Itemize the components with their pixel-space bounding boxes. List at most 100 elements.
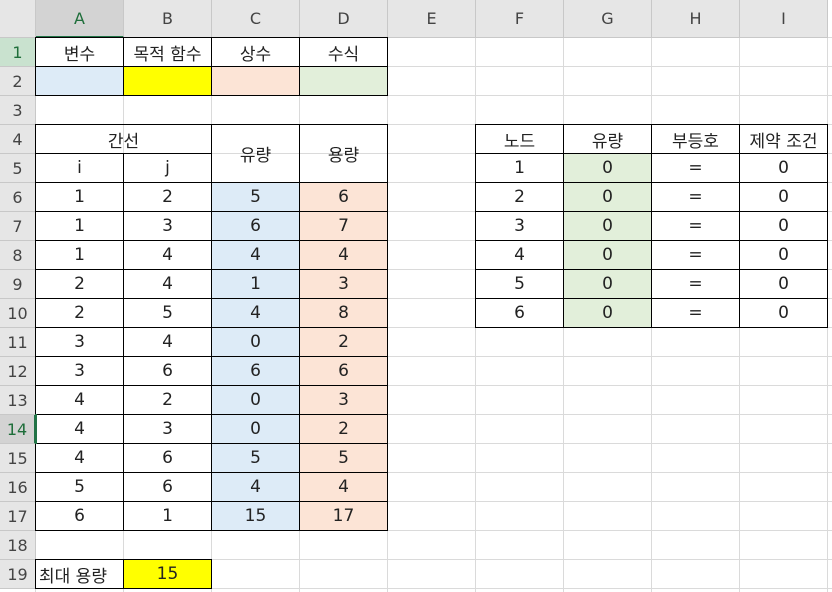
row-header-11[interactable]: 11	[0, 328, 36, 357]
edge-j-cell[interactable]: 3	[123, 414, 212, 444]
row-header-18[interactable]: 18	[0, 531, 36, 560]
edge-i-cell[interactable]: 4	[35, 385, 124, 415]
edge-flow-cell[interactable]: 1	[211, 269, 300, 299]
edge-flow-cell[interactable]: 5	[211, 182, 300, 212]
row-header-17[interactable]: 17	[0, 502, 36, 531]
node-cell[interactable]: 2	[475, 182, 564, 212]
constant-header[interactable]: 상수	[211, 37, 300, 67]
row-header-2[interactable]: 2	[0, 67, 36, 96]
row-header-10[interactable]: 10	[0, 299, 36, 328]
constraint-cell[interactable]: 0	[739, 269, 828, 299]
select-all-corner[interactable]	[0, 0, 36, 38]
node-cell[interactable]: 6	[475, 298, 564, 328]
edge-i-cell[interactable]: 3	[35, 327, 124, 357]
edge-capacity-cell[interactable]: 4	[299, 240, 388, 270]
inequality-cell[interactable]: =	[651, 182, 740, 212]
row-header-4[interactable]: 4	[0, 125, 36, 154]
node-cell[interactable]: 1	[475, 153, 564, 183]
objective-cell[interactable]	[123, 66, 212, 96]
edge-j-cell[interactable]: 6	[123, 356, 212, 386]
row-header-3[interactable]: 3	[0, 96, 36, 125]
node-cell[interactable]: 3	[475, 211, 564, 241]
edge-i-cell[interactable]: 1	[35, 211, 124, 241]
edge-i-cell[interactable]: 1	[35, 240, 124, 270]
max-capacity-label[interactable]: 최대 용량	[35, 559, 124, 589]
row-header-16[interactable]: 16	[0, 473, 36, 502]
edge-title[interactable]: 간선	[35, 124, 212, 154]
edge-capacity-cell[interactable]: 4	[299, 472, 388, 502]
edge-i-cell[interactable]: 4	[35, 414, 124, 444]
node-flow-header[interactable]: 유량	[563, 124, 652, 154]
node-flow-cell[interactable]: 0	[563, 298, 652, 328]
edge-capacity-cell[interactable]: 6	[299, 356, 388, 386]
row-header-14[interactable]: 14	[0, 415, 36, 444]
inequality-cell[interactable]: =	[651, 240, 740, 270]
node-flow-cell[interactable]: 0	[563, 211, 652, 241]
edge-flow-cell[interactable]: 6	[211, 211, 300, 241]
row-header-8[interactable]: 8	[0, 241, 36, 270]
edge-j-cell[interactable]: 4	[123, 327, 212, 357]
row-header-13[interactable]: 13	[0, 386, 36, 415]
row-header-5[interactable]: 5	[0, 154, 36, 183]
edge-flow-cell[interactable]: 5	[211, 443, 300, 473]
edge-capacity-cell[interactable]: 2	[299, 327, 388, 357]
edge-capacity-cell[interactable]: 8	[299, 298, 388, 328]
inequality-cell[interactable]: =	[651, 269, 740, 299]
edge-flow-cell[interactable]: 0	[211, 385, 300, 415]
row-header-6[interactable]: 6	[0, 183, 36, 212]
edge-i-cell[interactable]: 2	[35, 298, 124, 328]
column-header-d[interactable]: D	[300, 0, 388, 38]
constraint-cell[interactable]: 0	[739, 182, 828, 212]
edge-flow-cell[interactable]: 4	[211, 240, 300, 270]
edge-flow-cell[interactable]: 4	[211, 472, 300, 502]
constraint-cell[interactable]: 0	[739, 153, 828, 183]
formula-cell[interactable]	[299, 66, 388, 96]
edge-flow-cell[interactable]: 15	[211, 501, 300, 531]
edge-j-cell[interactable]: 3	[123, 211, 212, 241]
edge-j-cell[interactable]: 6	[123, 472, 212, 502]
node-flow-cell[interactable]: 0	[563, 269, 652, 299]
var-header[interactable]: 변수	[35, 37, 124, 67]
edge-i-cell[interactable]: 4	[35, 443, 124, 473]
edge-flow-cell[interactable]: 6	[211, 356, 300, 386]
col-i-header[interactable]: i	[35, 153, 124, 183]
flow-header[interactable]: 유량	[211, 124, 300, 183]
node-cell[interactable]: 5	[475, 269, 564, 299]
edge-j-cell[interactable]: 4	[123, 269, 212, 299]
edge-flow-cell[interactable]: 4	[211, 298, 300, 328]
node-cell[interactable]: 4	[475, 240, 564, 270]
edge-i-cell[interactable]: 5	[35, 472, 124, 502]
formula-header[interactable]: 수식	[299, 37, 388, 67]
edge-j-cell[interactable]: 2	[123, 182, 212, 212]
row-header-1[interactable]: 1	[0, 38, 36, 67]
constraint-cell[interactable]: 0	[739, 211, 828, 241]
edge-i-cell[interactable]: 1	[35, 182, 124, 212]
objective-header[interactable]: 목적 함수	[123, 37, 212, 67]
edge-j-cell[interactable]: 1	[123, 501, 212, 531]
row-header-19[interactable]: 19	[0, 560, 36, 589]
edge-j-cell[interactable]: 2	[123, 385, 212, 415]
edge-flow-cell[interactable]: 0	[211, 327, 300, 357]
edge-i-cell[interactable]: 3	[35, 356, 124, 386]
node-flow-cell[interactable]: 0	[563, 182, 652, 212]
max-capacity-value[interactable]: 15	[123, 559, 212, 589]
edge-i-cell[interactable]: 6	[35, 501, 124, 531]
constant-cell[interactable]	[211, 66, 300, 96]
node-flow-cell[interactable]: 0	[563, 240, 652, 270]
edge-j-cell[interactable]: 5	[123, 298, 212, 328]
edge-capacity-cell[interactable]: 3	[299, 385, 388, 415]
column-header-a[interactable]: A	[36, 0, 124, 38]
row-header-9[interactable]: 9	[0, 270, 36, 299]
edge-i-cell[interactable]: 2	[35, 269, 124, 299]
edge-capacity-cell[interactable]: 3	[299, 269, 388, 299]
node-flow-cell[interactable]: 0	[563, 153, 652, 183]
edge-capacity-cell[interactable]: 5	[299, 443, 388, 473]
constraint-cell[interactable]: 0	[739, 240, 828, 270]
column-header-c[interactable]: C	[212, 0, 300, 38]
edge-capacity-cell[interactable]: 2	[299, 414, 388, 444]
inequality-header[interactable]: 부등호	[651, 124, 740, 154]
column-header-h[interactable]: H	[652, 0, 740, 38]
row-header-12[interactable]: 12	[0, 357, 36, 386]
capacity-header[interactable]: 용량	[299, 124, 388, 183]
